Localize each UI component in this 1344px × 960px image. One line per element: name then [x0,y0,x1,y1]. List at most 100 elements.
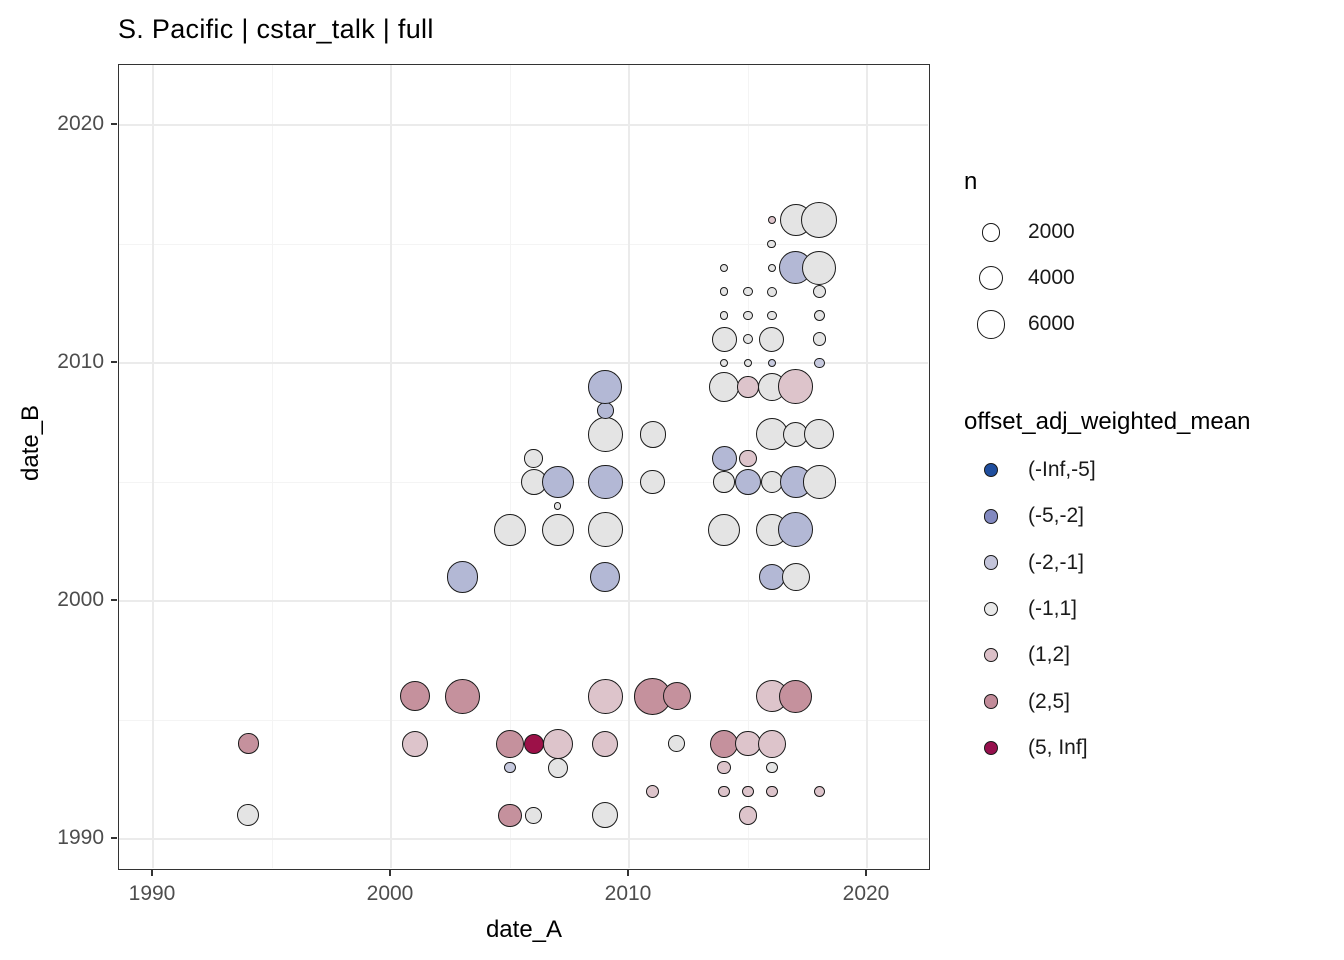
data-point [767,263,776,272]
x-major-gridline [152,65,154,868]
x-tick-label: 1990 [128,882,176,905]
y-tick-mark [111,361,117,363]
x-minor-gridline [271,65,273,868]
data-point [587,678,623,714]
x-major-gridline [866,65,868,868]
color-legend-label: (5, Inf] [1028,735,1088,759]
data-point [814,357,825,369]
color-legend-label: (-5,-2] [1028,504,1085,528]
color-legend-label: (-1,1] [1028,596,1078,620]
data-point [767,359,776,367]
size-legend-key-circle [976,309,1006,339]
x-tick-mark [627,870,629,876]
color-legend-key-circle [983,555,999,570]
x-minor-gridline [509,65,511,868]
data-point [801,202,838,239]
data-point [720,287,729,296]
data-point [744,359,752,367]
data-point [718,785,730,798]
data-point [766,286,777,297]
chart-title: S. Pacific | cstar_talk | full [118,14,434,44]
data-point [587,464,623,500]
y-tick-mark [111,123,117,125]
data-point [720,263,729,272]
size-legend-label: 4000 [1028,266,1075,289]
y-major-gridline [119,600,928,602]
data-point [639,421,667,448]
size-legend-key-circle [978,265,1004,291]
y-tick-label: 2020 [57,112,104,135]
data-point [759,326,785,352]
data-point [709,371,740,402]
data-point [802,465,837,499]
data-point [708,513,741,546]
y-minor-gridline [119,243,928,245]
data-point [524,448,544,468]
data-point [812,332,827,346]
data-point [813,309,826,322]
data-point [591,730,619,758]
color-legend-label: (2,5] [1028,689,1071,713]
color-legend-key-circle [983,509,999,524]
color-legend-key-circle [983,648,999,663]
data-point [590,562,621,593]
data-point [812,284,827,299]
data-point [755,418,788,451]
color-legend: offset_adj_weighted_mean (-Inf,-5] (-5,-2… [964,408,1251,759]
data-point [640,469,666,495]
data-point [494,513,526,546]
data-point [711,326,737,352]
data-point [668,735,685,753]
size-legend-key-circle [981,222,1001,242]
data-point [767,239,777,249]
color-legend-key-circle [983,740,999,755]
data-point [445,678,480,714]
data-point [778,679,813,713]
color-legend-key-circle [983,694,999,709]
data-point [498,803,522,827]
data-point [778,512,813,547]
x-tick-label: 2020 [842,882,890,905]
y-minor-gridline [119,719,928,721]
x-tick-label: 2000 [366,882,414,905]
x-axis-title: date_A [485,916,563,943]
data-point [446,561,479,593]
data-point [778,369,813,405]
data-point [713,471,735,493]
size-legend: n 2000 4000 6000 [964,168,1075,339]
data-point [743,310,753,321]
y-major-gridline [119,124,928,126]
data-point [738,805,758,825]
data-point [523,733,544,754]
data-point [802,250,837,285]
color-legend-label: (-Inf,-5] [1028,458,1096,481]
data-point [734,468,762,496]
data-point [781,563,810,592]
data-point [547,757,568,778]
x-tick-label: 2010 [604,882,652,905]
data-point [743,334,753,345]
data-point [710,729,739,758]
y-tick-label: 2010 [57,350,104,373]
y-major-gridline [119,362,928,364]
data-point [742,785,754,798]
data-point [813,785,826,798]
x-tick-mark [389,870,391,876]
x-tick-mark [151,870,153,876]
data-point [596,402,614,419]
data-point [766,785,778,798]
data-point [804,419,835,450]
data-point [525,806,543,824]
data-point [711,445,737,471]
data-point [399,681,430,712]
color-legend-label: (1,2] [1028,643,1071,667]
data-point [587,512,623,547]
y-tick-label: 2000 [57,588,104,611]
data-point [739,449,757,467]
size-legend-label: 2000 [1028,220,1075,243]
color-legend-title: offset_adj_weighted_mean [964,408,1251,435]
color-legend-key-circle [983,462,999,478]
color-legend-label: (-2,-1] [1028,550,1085,574]
data-point [587,417,623,452]
